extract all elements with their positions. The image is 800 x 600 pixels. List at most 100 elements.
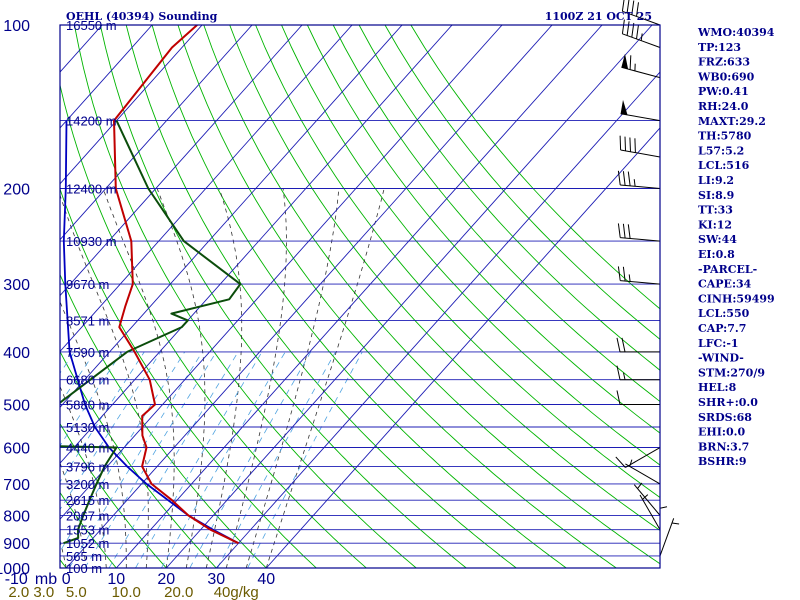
index-value: BSHR:9	[698, 455, 747, 468]
isotherm-line	[60, 25, 253, 241]
mixing-ratio-label: 2.0	[8, 584, 29, 600]
index-value: STM:270/9	[698, 366, 765, 379]
height-label: 3796 m	[66, 459, 109, 474]
pressure-tick-label: 100	[3, 18, 30, 35]
wind-barb	[617, 170, 661, 189]
wind-barb	[625, 459, 661, 485]
wind-barb	[659, 503, 668, 544]
temperature-tick-label: 10	[107, 571, 125, 588]
index-value: WB0:690	[697, 70, 755, 83]
height-label: 14200 m	[66, 114, 117, 129]
index-value: HEL:8	[698, 381, 737, 394]
temperature-tick-label: 20	[157, 571, 175, 588]
index-value: SW:44	[698, 233, 737, 246]
temperature-profile	[113, 25, 239, 545]
isotherm-line	[115, 25, 603, 568]
pressure-tick-label: 500	[3, 398, 30, 415]
wind-barb	[633, 482, 661, 516]
wind-barbs-layer	[615, 0, 680, 557]
index-value: LI:9.2	[698, 174, 734, 187]
height-label: 12400 m	[66, 181, 117, 196]
isotherm-line	[60, 25, 353, 353]
temperature-tick-label: 40	[257, 571, 275, 588]
wind-barb	[616, 365, 661, 381]
temperature-tick-label: 30	[207, 571, 225, 588]
height-label: 100 m	[66, 561, 102, 576]
index-value: CINH:59499	[698, 292, 775, 305]
height-label: 2615 m	[66, 493, 109, 508]
height-label: 16550 m	[66, 18, 117, 33]
wind-barb	[659, 518, 680, 557]
pressure-tick-label: 400	[3, 345, 30, 362]
index-value: CAP:7.7	[698, 322, 746, 335]
mixing-ratio-line	[135, 351, 263, 568]
profiles-layer	[60, 25, 242, 545]
wind-barb	[617, 223, 661, 242]
height-label: 8571 m	[66, 313, 109, 328]
index-value: TT:33	[698, 204, 733, 217]
plot-border	[59, 24, 661, 569]
mixing-ratio-label: 3.0	[33, 584, 54, 600]
index-value: LCL:550	[698, 307, 750, 320]
isotherm-line	[60, 25, 453, 464]
wind-barb	[621, 0, 661, 26]
labels-layer: 100200300400500600700800900100016550 m14…	[0, 18, 275, 600]
height-label: 5880 m	[66, 398, 109, 413]
height-label: 565 m	[66, 549, 102, 564]
index-value: KI:12	[698, 218, 732, 231]
moist-adiabat-line	[225, 188, 287, 568]
isotherm-line	[60, 25, 153, 129]
wind-barb	[620, 99, 661, 122]
wind-barb	[621, 53, 661, 79]
dry-adiabat-line	[229, 25, 660, 531]
wind-barb	[615, 447, 661, 468]
index-value: BRN:3.7	[698, 440, 749, 453]
index-value: RH:24.0	[698, 100, 749, 113]
pressure-tick-label: 800	[3, 508, 30, 525]
index-value: WMO:40394	[697, 26, 775, 39]
wind-barb	[639, 494, 661, 530]
index-value: SRDS:68	[698, 411, 752, 424]
moist-adiabat-line	[156, 188, 206, 568]
moist-adiabat-line	[60, 461, 87, 568]
mixing-ratio-line	[108, 351, 239, 568]
height-label: 5130 m	[66, 420, 109, 435]
index-value: LCL:516	[698, 159, 750, 172]
height-label: 9670 m	[66, 277, 109, 292]
dry-adiabat-line	[60, 273, 267, 568]
mixing-ratio-label: 40g/kg	[214, 584, 259, 600]
isotherm-line	[60, 25, 203, 185]
index-value: LFC:-1	[698, 337, 739, 350]
grid-layer	[0, 25, 660, 568]
isotherm-line	[0, 25, 2, 568]
index-value: SI:8.9	[698, 189, 734, 202]
index-value: EHI:0.0	[698, 426, 745, 439]
wind-barb	[616, 337, 661, 353]
temperature-tick-label: 0	[62, 571, 71, 588]
index-value: PW:0.41	[698, 85, 749, 98]
wind-barb	[617, 266, 661, 285]
height-label: 1052 m	[66, 536, 109, 551]
height-label: 1553 m	[66, 523, 109, 538]
pressure-tick-label: 900	[3, 536, 30, 553]
height-label: 2067 m	[66, 508, 109, 523]
index-value: -WIND-	[698, 352, 744, 365]
height-label: 3200 m	[66, 477, 109, 492]
index-value: TP:123	[698, 41, 741, 54]
isotherm-line	[60, 25, 503, 520]
mixing-ratio-line	[247, 351, 363, 568]
pressure-tick-label: 1000	[0, 561, 30, 578]
index-value: FRZ:633	[698, 56, 750, 69]
height-label: 10930 m	[66, 234, 117, 249]
height-label: 7590 m	[66, 345, 109, 360]
mixing-ratio-line	[189, 351, 312, 568]
isotherm-line	[65, 25, 553, 568]
moist-adiabat-line	[245, 188, 340, 568]
height-label: 4440 m	[66, 441, 109, 456]
x-axis-unit-label: mb	[35, 571, 57, 588]
dry-adiabat-line	[177, 25, 617, 568]
chart-title: OEHL (40394) Sounding	[66, 10, 218, 23]
temperature-tick-label: -10	[5, 571, 28, 588]
pressure-tick-label: 300	[3, 277, 30, 294]
